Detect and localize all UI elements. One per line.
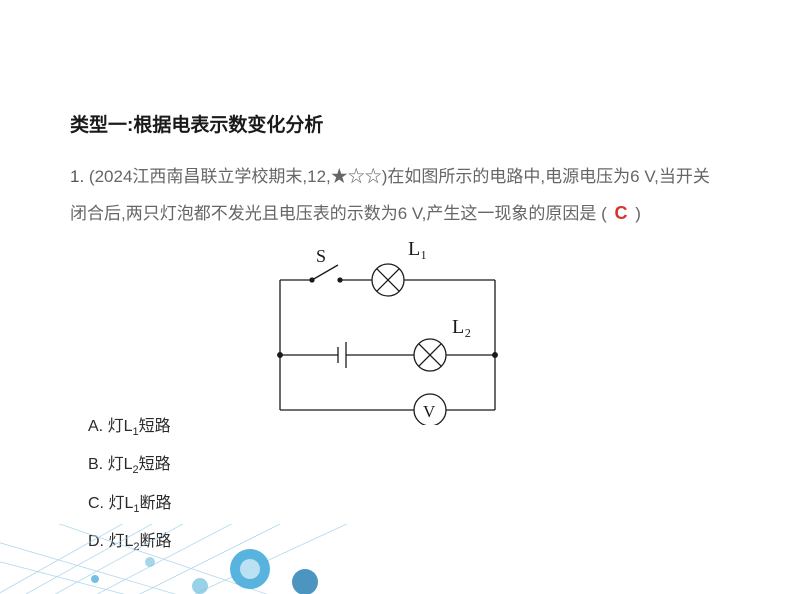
page-container: 类型一:根据电表示数变化分析 1. (2024江西南昌联立学校期末,12,★☆☆…	[0, 0, 794, 594]
lamp1-label: L₁	[408, 238, 427, 260]
answer-letter: C	[612, 203, 631, 223]
lamp2-label: L₂	[452, 316, 471, 338]
question-number: 1.	[70, 167, 84, 186]
option-a: A. 灯L1短路	[88, 408, 172, 446]
voltmeter-label: V	[423, 402, 436, 421]
footer-svg	[0, 524, 794, 594]
footer-decoration	[0, 524, 794, 594]
content-area: 类型一:根据电表示数变化分析 1. (2024江西南昌联立学校期末,12,★☆☆…	[0, 0, 794, 232]
circuit-diagram: S L₁ L₂ V	[260, 235, 520, 425]
question-body-2: )	[635, 204, 641, 223]
option-c: C. 灯L1断路	[88, 485, 172, 523]
section-title: 类型一:根据电表示数变化分析	[70, 110, 724, 137]
question-text: 1. (2024江西南昌联立学校期末,12,★☆☆)在如图所示的电路中,电源电压…	[70, 159, 724, 232]
switch-label: S	[316, 246, 326, 266]
question-source: (2024江西南昌联立学校期末,12,★☆☆)	[89, 167, 388, 186]
circuit-svg: S L₁ L₂ V	[260, 235, 520, 425]
option-b: B. 灯L2短路	[88, 446, 172, 484]
